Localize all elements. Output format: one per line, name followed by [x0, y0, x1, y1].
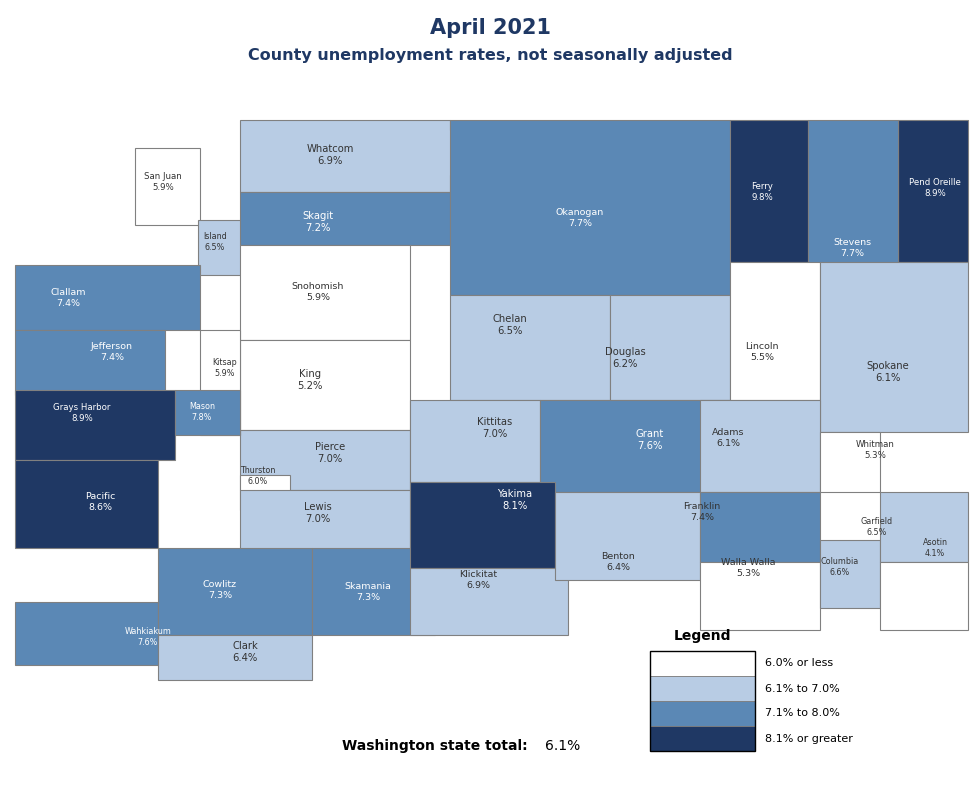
Text: Asotin
4.1%: Asotin 4.1% — [922, 538, 948, 558]
Text: Columbia
6.6%: Columbia 6.6% — [821, 557, 859, 577]
Text: Washington state total:: Washington state total: — [342, 739, 527, 753]
Polygon shape — [450, 120, 730, 295]
Text: 6.1% to 7.0%: 6.1% to 7.0% — [765, 684, 840, 693]
Text: Pend Oreille
8.9%: Pend Oreille 8.9% — [909, 178, 961, 198]
Text: Kittitas
7.0%: Kittitas 7.0% — [477, 417, 513, 439]
Polygon shape — [240, 490, 410, 550]
Text: Legend: Legend — [674, 629, 731, 643]
Polygon shape — [15, 602, 158, 665]
Text: Island
6.5%: Island 6.5% — [203, 232, 227, 252]
Polygon shape — [898, 120, 968, 262]
Text: Douglas
6.2%: Douglas 6.2% — [605, 347, 646, 369]
Polygon shape — [15, 265, 200, 330]
Polygon shape — [730, 120, 808, 262]
Text: Klickitat
6.9%: Klickitat 6.9% — [459, 570, 497, 590]
Text: 6.0% or less: 6.0% or less — [765, 658, 833, 669]
Polygon shape — [15, 460, 158, 548]
Polygon shape — [808, 120, 898, 295]
Polygon shape — [312, 548, 435, 635]
Text: Spokane
6.1%: Spokane 6.1% — [866, 361, 909, 383]
Bar — [650, 701, 755, 726]
Text: County unemployment rates, not seasonally adjusted: County unemployment rates, not seasonall… — [248, 48, 732, 62]
Polygon shape — [610, 295, 730, 400]
Polygon shape — [700, 400, 820, 492]
Text: Grant
7.6%: Grant 7.6% — [636, 429, 664, 451]
Text: Benton
6.4%: Benton 6.4% — [601, 552, 635, 572]
Text: Whatcom
6.9%: Whatcom 6.9% — [307, 143, 354, 167]
Bar — [650, 726, 755, 751]
Text: Whitman
5.3%: Whitman 5.3% — [856, 440, 895, 460]
Polygon shape — [200, 330, 240, 435]
Text: April 2021: April 2021 — [429, 18, 551, 38]
Text: Adams
6.1%: Adams 6.1% — [711, 428, 744, 448]
Polygon shape — [880, 562, 968, 630]
Text: San Juan
5.9%: San Juan 5.9% — [144, 172, 182, 192]
Text: Wahkiakum
7.6%: Wahkiakum 7.6% — [124, 627, 172, 647]
Text: Lincoln
5.5%: Lincoln 5.5% — [745, 342, 779, 362]
Polygon shape — [700, 562, 820, 630]
Polygon shape — [15, 330, 165, 395]
Polygon shape — [240, 475, 290, 510]
Text: Pacific
8.6%: Pacific 8.6% — [85, 492, 116, 512]
Text: Skamania
7.3%: Skamania 7.3% — [345, 582, 391, 602]
Text: Grays Harbor
8.9%: Grays Harbor 8.9% — [53, 403, 111, 423]
Polygon shape — [135, 148, 200, 225]
Polygon shape — [450, 295, 610, 400]
Polygon shape — [240, 120, 640, 192]
Polygon shape — [198, 220, 248, 275]
Text: Mason
7.8%: Mason 7.8% — [189, 402, 215, 422]
Text: King
5.2%: King 5.2% — [297, 369, 322, 391]
Text: Yakima
8.1%: Yakima 8.1% — [498, 489, 532, 511]
Polygon shape — [158, 548, 312, 635]
Text: Kitsap
5.9%: Kitsap 5.9% — [213, 358, 237, 378]
Polygon shape — [820, 432, 880, 492]
Polygon shape — [410, 482, 555, 568]
Polygon shape — [410, 400, 540, 482]
Polygon shape — [820, 540, 880, 608]
Polygon shape — [700, 492, 820, 562]
Text: Pierce
7.0%: Pierce 7.0% — [315, 442, 345, 464]
Bar — [650, 676, 755, 701]
Polygon shape — [240, 430, 410, 490]
Text: Ferry
9.8%: Ferry 9.8% — [751, 182, 773, 202]
Polygon shape — [240, 340, 410, 430]
Text: 7.1% to 8.0%: 7.1% to 8.0% — [765, 709, 840, 719]
Polygon shape — [15, 390, 175, 460]
Text: Garfield
6.5%: Garfield 6.5% — [861, 517, 893, 537]
Polygon shape — [158, 635, 312, 680]
Bar — [650, 651, 755, 676]
Polygon shape — [730, 262, 820, 400]
Text: Thurston
6.0%: Thurston 6.0% — [240, 466, 275, 486]
Text: Franklin
7.4%: Franklin 7.4% — [683, 502, 720, 522]
Polygon shape — [410, 568, 568, 635]
Text: 8.1% or greater: 8.1% or greater — [765, 733, 853, 744]
Text: Walla Walla
5.3%: Walla Walla 5.3% — [720, 558, 775, 578]
Text: Chelan
6.5%: Chelan 6.5% — [493, 314, 527, 336]
Text: Clark
6.4%: Clark 6.4% — [232, 641, 258, 663]
Text: Jefferson
7.4%: Jefferson 7.4% — [91, 342, 133, 362]
Polygon shape — [540, 400, 730, 492]
Bar — [650, 651, 755, 751]
Polygon shape — [175, 390, 240, 435]
Text: Clallam
7.4%: Clallam 7.4% — [50, 288, 86, 308]
Text: Okanogan
7.7%: Okanogan 7.7% — [556, 208, 604, 228]
Polygon shape — [880, 492, 968, 562]
Text: Stevens
7.7%: Stevens 7.7% — [833, 238, 871, 258]
Text: 6.1%: 6.1% — [545, 739, 580, 753]
Text: Lewis
7.0%: Lewis 7.0% — [304, 502, 332, 524]
Polygon shape — [555, 492, 700, 580]
Text: Cowlitz
7.3%: Cowlitz 7.3% — [203, 580, 237, 600]
Polygon shape — [240, 192, 450, 245]
Polygon shape — [820, 262, 968, 432]
Polygon shape — [240, 245, 410, 340]
Text: Skagit
7.2%: Skagit 7.2% — [303, 210, 333, 234]
Text: Snohomish
5.9%: Snohomish 5.9% — [292, 282, 344, 302]
